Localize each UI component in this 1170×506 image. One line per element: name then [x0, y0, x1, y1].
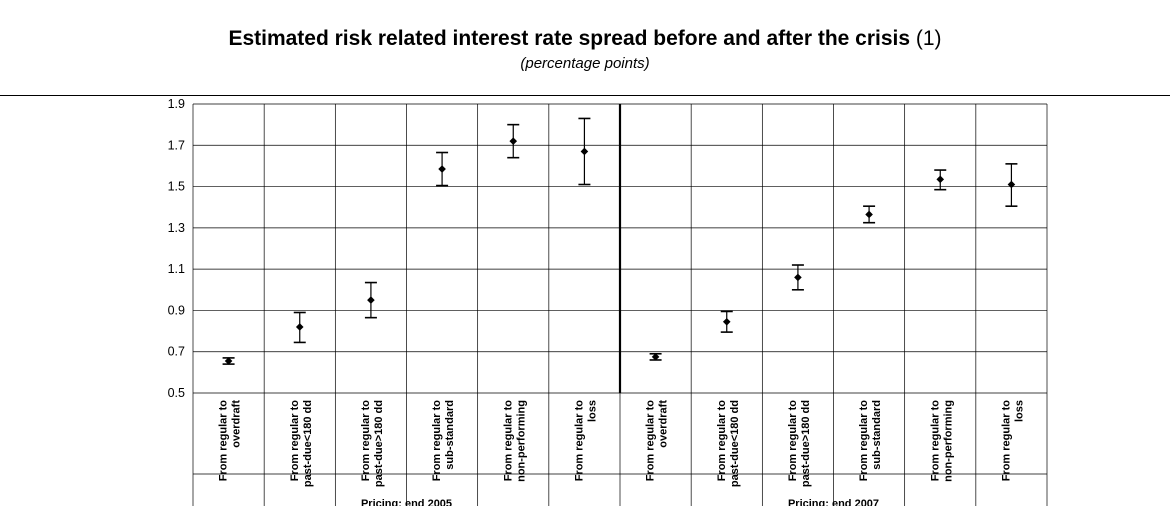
point-estimate-marker [295, 323, 304, 331]
category-label: From regular tosub-standard [858, 400, 883, 482]
category-label-line: overdraft [231, 400, 243, 448]
category-label-line: past-due<180 dd [302, 400, 314, 487]
group-label: Pricing: end 2007 [788, 498, 879, 506]
chart-title: Estimated risk related interest rate spr… [0, 26, 1170, 52]
category-label: From regular toloss [1000, 400, 1025, 482]
point-estimate-marker [438, 165, 446, 173]
category-label: From regular toloss [573, 400, 598, 482]
category-label-line: overdraft [658, 400, 670, 448]
header-rule [0, 95, 1170, 96]
y-tick-label: 1.9 [168, 97, 185, 111]
category-label-line: past-due>180 dd [373, 400, 385, 487]
point-estimate-marker [1007, 180, 1016, 189]
category-label: From regular topast-due>180 dd [787, 400, 812, 487]
chart-title-main: Estimated risk related interest rate spr… [228, 27, 911, 50]
category-label: From regular tooverdraft [218, 400, 243, 482]
category-label-line: From regular to [218, 400, 230, 482]
point-estimate-marker [865, 210, 873, 219]
y-tick-label: 0.7 [168, 345, 185, 359]
y-tick-label: 0.5 [168, 386, 185, 400]
category-label-line: From regular to [787, 400, 799, 482]
chart-title-note: (1) [910, 27, 942, 50]
category-label-line: From regular to [929, 400, 941, 482]
category-label: From regular tosub-standard [431, 400, 456, 482]
point-estimate-marker [651, 353, 660, 361]
category-label-line: past-due>180 dd [800, 400, 812, 487]
category-label-line: From regular to [289, 400, 301, 482]
category-label-line: From regular to [360, 400, 372, 482]
category-label: From regular topast-due<180 dd [716, 400, 741, 487]
category-label-line: From regular to [716, 400, 728, 482]
y-tick-label: 1.7 [168, 138, 185, 152]
category-label-line: From regular to [858, 400, 870, 482]
category-label: From regular tonon-performing [929, 400, 954, 482]
point-estimate-marker [367, 296, 375, 304]
category-label: From regular topast-due<180 dd [289, 400, 314, 487]
category-label-line: non-performing [515, 400, 527, 482]
category-label-line: loss [1013, 400, 1025, 422]
category-label-line: loss [586, 400, 598, 422]
point-estimate-marker [936, 175, 945, 184]
category-label-line: From regular to [1000, 400, 1012, 482]
category-label-line: past-due<180 dd [729, 400, 741, 487]
point-estimate-marker [722, 317, 731, 326]
group-label: Pricing: end 2005 [361, 498, 452, 506]
chart-header: Estimated risk related interest rate spr… [0, 26, 1170, 74]
point-estimate-marker [794, 273, 802, 282]
point-estimate-marker [580, 147, 589, 156]
category-label-line: From regular to [502, 400, 514, 482]
category-label-line: sub-standard [871, 400, 883, 470]
category-label: From regular tonon-performing [502, 400, 527, 482]
category-label-line: From regular to [573, 400, 585, 482]
category-label-line: From regular to [645, 400, 657, 482]
y-tick-label: 1.1 [168, 262, 185, 276]
category-label: From regular tooverdraft [645, 400, 670, 482]
category-label-line: sub-standard [444, 400, 456, 470]
point-estimate-marker [224, 357, 233, 365]
y-tick-label: 1.3 [168, 221, 185, 235]
point-estimate-marker [509, 137, 518, 145]
category-label: From regular topast-due>180 dd [360, 400, 385, 487]
y-tick-label: 1.5 [168, 180, 185, 194]
y-tick-label: 0.9 [168, 303, 185, 317]
chart-subtitle: (percentage points) [520, 55, 650, 72]
category-label-line: non-performing [942, 400, 954, 482]
category-label-line: From regular to [431, 400, 443, 482]
